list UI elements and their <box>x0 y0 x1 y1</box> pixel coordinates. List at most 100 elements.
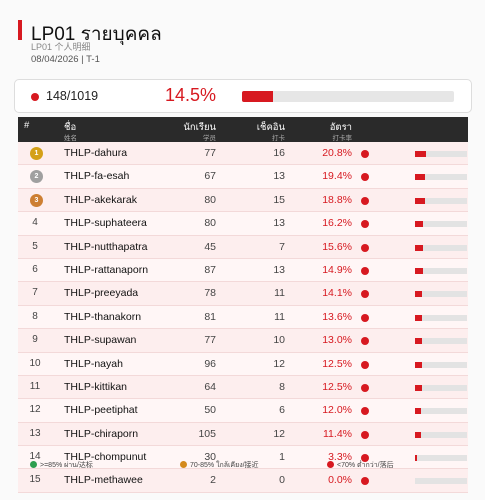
students-cell: 45 <box>204 240 216 253</box>
rate-progress-bar <box>415 384 467 391</box>
rate-progress-bar <box>415 197 467 204</box>
rate-cell: 0.0% <box>328 474 352 487</box>
rank-cell: 8 <box>32 310 38 322</box>
rate-progress-fill <box>415 314 423 321</box>
rate-progress-bar <box>415 338 467 345</box>
status-dot-icon <box>31 93 39 101</box>
name-cell: THLP-rattanaporn <box>64 263 149 276</box>
legend-item-good: >=85% ผ่าน/达标 <box>30 460 93 471</box>
legend-label: >=85% ผ่าน/达标 <box>40 462 93 469</box>
rate-cell: 19.4% <box>322 170 352 183</box>
checkins-cell: 8 <box>279 380 285 393</box>
rate-progress-fill <box>415 338 422 345</box>
students-cell: 87 <box>204 263 216 276</box>
header-students-sub: 学员 <box>203 135 216 142</box>
silver-medal-icon: 2 <box>30 170 43 184</box>
rate-progress-fill <box>415 174 426 181</box>
table-row: 2 THLP-fa-esah 67 13 19.4% <box>18 165 468 189</box>
status-dot-icon <box>361 337 369 346</box>
page-subtitle: LP01 个人明细 <box>31 42 91 52</box>
rate-cell: 16.2% <box>322 217 352 230</box>
rate-cell: 15.6% <box>322 240 352 253</box>
summary-count: 148/1019 <box>46 89 99 103</box>
rate-progress-bar <box>415 455 467 462</box>
legend-item-mid: 70-85% ใกล้เคียง/接近 <box>180 460 259 471</box>
rate-progress-bar <box>415 408 467 415</box>
name-cell: THLP-chompunut <box>64 451 147 464</box>
status-dot-icon <box>361 173 369 182</box>
page-title: LP01 รายบุคคล <box>31 24 162 45</box>
rate-progress-bar <box>415 478 467 485</box>
checkins-cell: 6 <box>279 404 285 417</box>
rate-progress-bar <box>415 431 467 438</box>
table-row: 1 THLP-dahura 77 16 20.8% <box>18 142 468 166</box>
students-cell: 80 <box>204 217 216 230</box>
bronze-medal-icon: 3 <box>30 193 43 207</box>
students-cell: 96 <box>204 357 216 370</box>
header-checkins: เช็คอิน <box>256 122 285 133</box>
status-dot-icon <box>361 196 369 205</box>
checkins-cell: 13 <box>273 217 285 230</box>
students-cell: 81 <box>204 310 216 323</box>
rate-cell: 3.3% <box>328 451 352 464</box>
rank-cell: 12 <box>29 404 41 416</box>
legend-dot-icon <box>327 461 334 468</box>
rate-progress-fill <box>415 408 422 415</box>
table-row: 12 THLP-peetiphat 50 6 12.0% <box>18 399 468 423</box>
legend-item-bad: <70% ต่ำกว่า/落后 <box>327 460 394 471</box>
status-dot-icon <box>361 220 369 229</box>
page-header: LP01 รายบุคคล LP01 个人明细 08/04/2026 | T-1 <box>18 16 468 66</box>
students-cell: 50 <box>204 404 216 417</box>
checkins-cell: 10 <box>273 334 285 347</box>
name-cell: THLP-fa-esah <box>64 170 130 183</box>
rank-cell: 11 <box>29 380 41 392</box>
name-cell: THLP-supawan <box>64 334 137 347</box>
name-cell: THLP-nayah <box>64 357 123 370</box>
rate-cell: 20.8% <box>322 147 352 159</box>
table-row: 11 THLP-kittikan 64 8 12.5% <box>18 375 468 400</box>
name-cell: THLP-kittikan <box>64 380 128 393</box>
page-meta: 08/04/2026 | T-1 <box>31 54 100 65</box>
checkins-cell: 13 <box>273 263 285 276</box>
header-name: ชื่อ <box>64 122 77 133</box>
table-row: 4 THLP-suphateera 80 13 16.2% <box>18 212 468 236</box>
legend-dot-icon <box>30 461 37 468</box>
rank-cell: 14 <box>29 451 41 463</box>
rank-cell: 6 <box>32 263 38 275</box>
table-row: 7 THLP-preeyada 78 11 14.1% <box>18 282 468 306</box>
checkins-cell: 0 <box>279 474 285 487</box>
status-dot-icon <box>361 266 369 275</box>
rate-cell: 12.5% <box>322 357 352 370</box>
table-row: 5 THLP-nutthapatra 45 7 15.6% <box>18 235 468 259</box>
status-dot-icon <box>361 290 369 299</box>
legend: >=85% ผ่าน/达标 70-85% ใกล้เคียง/接近 <70% ต… <box>30 460 470 472</box>
students-cell: 77 <box>204 147 216 159</box>
checkins-cell: 13 <box>273 170 285 183</box>
header-name-sub: 姓名 <box>64 135 77 142</box>
rate-cell: 12.0% <box>322 404 352 417</box>
rate-progress-fill <box>415 455 417 462</box>
name-cell: THLP-dahura <box>64 147 128 159</box>
rank-cell: 13 <box>29 427 41 439</box>
rate-progress-fill <box>415 197 425 204</box>
name-cell: THLP-thanakorn <box>64 310 142 323</box>
rate-progress-bar <box>415 291 467 298</box>
rank-cell: 7 <box>32 287 38 299</box>
legend-label: <70% ต่ำกว่า/落后 <box>337 462 394 469</box>
status-dot-icon <box>361 150 369 158</box>
checkins-cell: 15 <box>273 193 285 206</box>
rank-cell: 15 <box>29 474 41 486</box>
students-cell: 64 <box>204 380 216 393</box>
gold-medal-icon: 1 <box>30 147 43 160</box>
rate-progress-bar <box>415 314 467 321</box>
rate-cell: 13.6% <box>322 310 352 323</box>
header-students: นักเรียน <box>183 122 216 133</box>
rate-progress-fill <box>415 291 423 298</box>
table-body: 1 THLP-dahura 77 16 20.8% 2 THLP-fa-esah 67 13 19… <box>18 142 468 493</box>
summary-card: 148/1019 14.5% <box>14 79 472 113</box>
rate-cell: 11.4% <box>323 427 352 440</box>
header-rate: อัตรา <box>329 122 352 133</box>
checkins-cell: 12 <box>273 427 285 440</box>
status-dot-icon <box>361 477 369 486</box>
header-checkins-sub: 打卡 <box>272 135 285 142</box>
